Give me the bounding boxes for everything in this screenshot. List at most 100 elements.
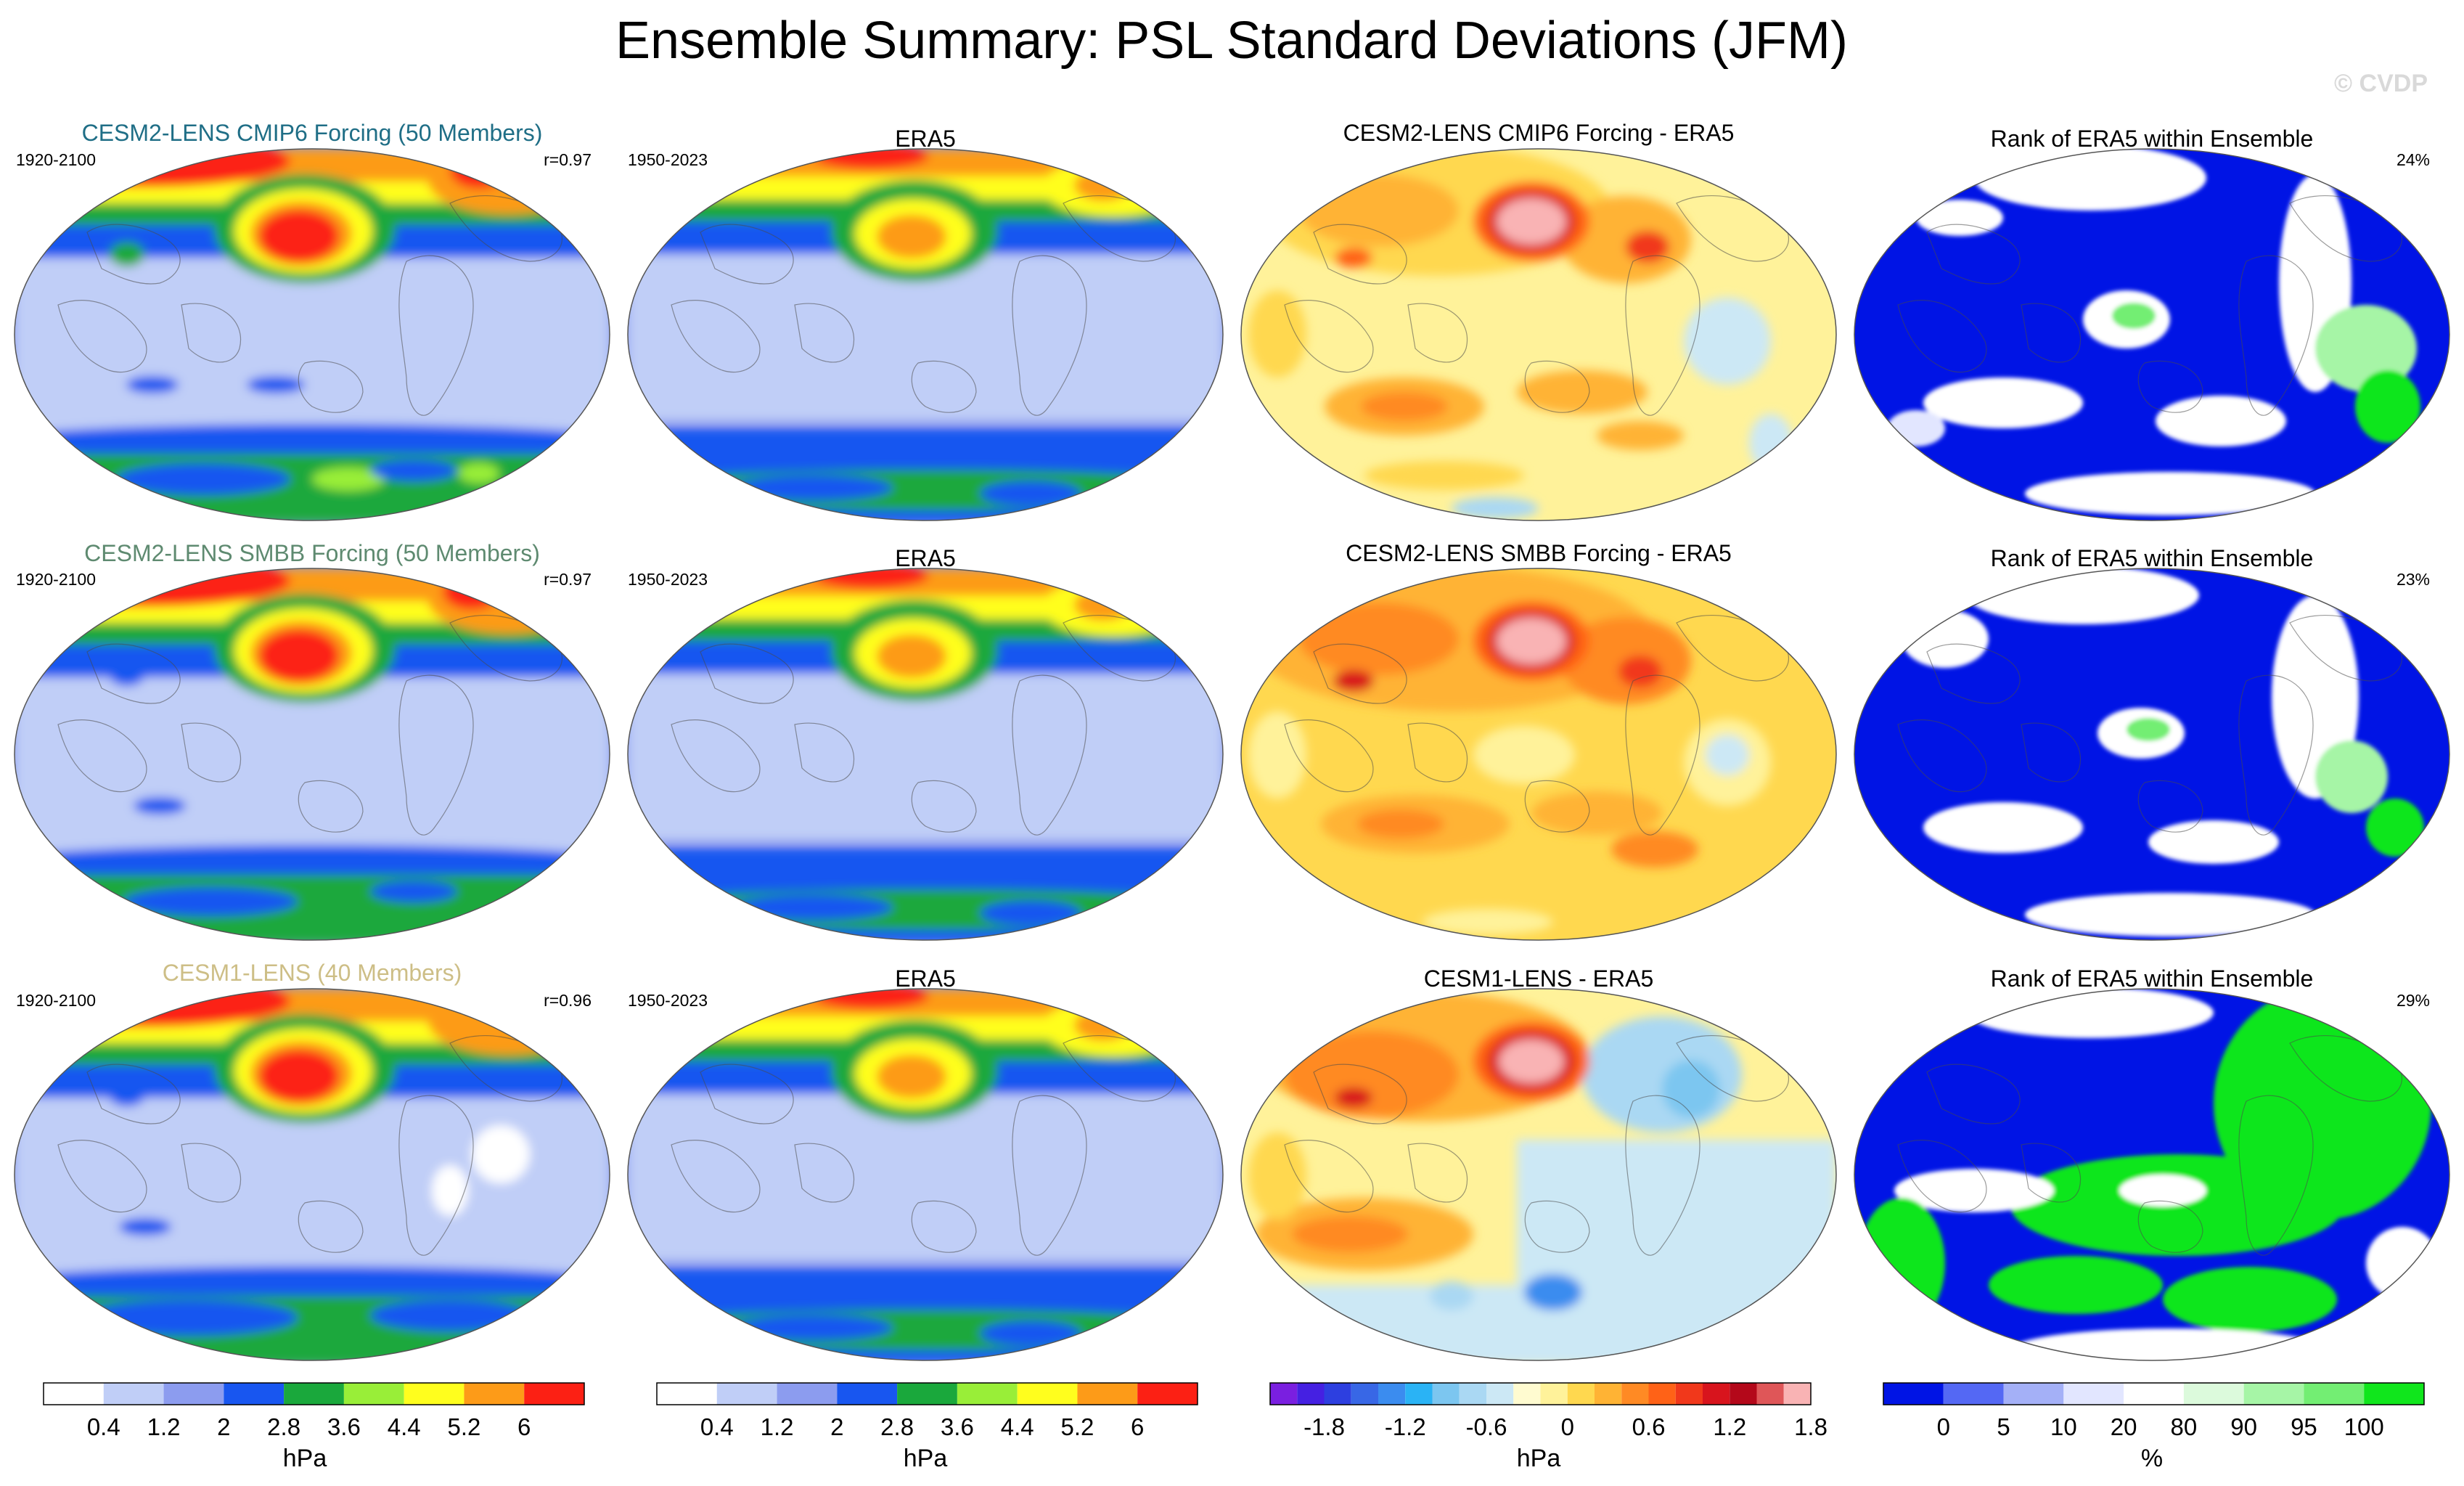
colorbar-1-swatch	[464, 1383, 525, 1405]
coastline-panel	[1284, 615, 1789, 836]
colorbar-2-tick-label: 0.4	[700, 1413, 734, 1440]
coastline-template	[1897, 615, 2402, 836]
row1-rank-map	[1854, 149, 2449, 520]
colorbar-4-swatch	[2063, 1383, 2124, 1405]
row3-rank-title: Rank of ERA5 within Ensemble	[1991, 966, 2314, 992]
colorbar-1-tick-label: 2	[217, 1413, 230, 1440]
colorbar-3-swatch	[1297, 1383, 1325, 1405]
row2-diff-map	[1241, 568, 1836, 940]
colorbar-4-swatch	[2183, 1383, 2244, 1405]
row3-rank-map	[1854, 989, 2449, 1360]
coastline-panel	[57, 615, 562, 836]
row3-diff-map	[1241, 989, 1836, 1360]
colorbar-3-swatch	[1703, 1383, 1730, 1405]
map-outlines	[14, 148, 2450, 1361]
colorbar-2-unit: hPa	[904, 1445, 948, 1472]
colorbar-3-swatch	[1567, 1383, 1595, 1405]
colorbar-4-swatch	[2243, 1383, 2304, 1405]
colorbar-4-swatch	[2124, 1383, 2184, 1405]
colorbar-3-swatch	[1595, 1383, 1622, 1405]
colorbar-3-swatch	[1621, 1383, 1649, 1405]
colorbar-2-tick-label: 2	[830, 1413, 843, 1440]
row3-ensemble-map	[15, 989, 610, 1360]
colorbar-2-swatch	[716, 1383, 777, 1405]
coastline-panel	[57, 195, 562, 416]
colorbar-3-swatch	[1351, 1383, 1378, 1405]
colorbar-1-tick-label: 5.2	[448, 1413, 481, 1440]
colorbar-3-swatch	[1324, 1383, 1351, 1405]
colorbar-3-swatch	[1270, 1383, 1298, 1405]
colorbar-1-swatch	[524, 1383, 584, 1405]
row1-ensemble-title: CESM2-LENS CMIP6 Forcing (50 Members)	[82, 120, 543, 146]
colorbar-3-swatch	[1648, 1383, 1676, 1405]
colorbar-3-tick-label: 1.8	[1794, 1413, 1827, 1440]
colorbar-1-tick-label: 2.8	[267, 1413, 300, 1440]
row3-obs-map	[628, 989, 1223, 1360]
colorbar-4-swatch	[2304, 1383, 2365, 1405]
row1-obs-years: 1950-2023	[628, 150, 708, 169]
colorbar-1-tick-label: 6	[517, 1413, 531, 1440]
colorbar-2-tick-label: 2.8	[880, 1413, 914, 1440]
colorbar-2-border	[656, 1382, 1198, 1405]
colorbar-1-tick-label: 0.4	[87, 1413, 120, 1440]
colorbar-2-swatch	[1137, 1383, 1198, 1405]
colorbar-4-swatch	[1943, 1383, 2004, 1405]
colorbar-4-border	[1883, 1382, 2425, 1405]
colorbar-2-swatch	[777, 1383, 838, 1405]
row2-ensemble-corr: r=0.97	[544, 570, 592, 589]
colorbar-3-swatch	[1513, 1383, 1541, 1405]
colorbar-3-unit: hPa	[1517, 1445, 1561, 1472]
colorbar-2-swatch	[957, 1383, 1018, 1405]
row1-diff-title: CESM2-LENS CMIP6 Forcing - ERA5	[1343, 120, 1735, 146]
row2-obs-years: 1950-2023	[628, 570, 708, 589]
colorbar-4-tick-label: 5	[1997, 1413, 2010, 1440]
colorbar-4-tick-label: 0	[1937, 1413, 1950, 1440]
row1-rank-percent: 24%	[2397, 150, 2430, 169]
coastlines	[57, 195, 2402, 1256]
colorbars: 0.4 1.2 2 2.8 3.6 4.4 5.2 6 0.4 1.2 2 2.8 3.6 4.4 5.2 6…	[43, 1382, 2425, 1440]
colorbar-3-swatch	[1486, 1383, 1514, 1405]
colorbar-4-tick-label: 90	[2230, 1413, 2257, 1440]
colorbar-3-swatch	[1378, 1383, 1406, 1405]
coastline-template	[1897, 1035, 2402, 1256]
row2-diff-title: CESM2-LENS SMBB Forcing - ERA5	[1346, 540, 1732, 566]
row3-obs-title: ERA5	[895, 966, 956, 992]
row3-rank-percent: 29%	[2397, 991, 2430, 1010]
colorbar-3-swatch	[1459, 1383, 1486, 1405]
coastline-template	[1284, 1035, 1789, 1256]
colorbar-2-tick-label: 4.4	[1001, 1413, 1034, 1440]
colorbar-1-swatch	[103, 1383, 164, 1405]
row1-obs-title: ERA5	[895, 126, 956, 152]
row1-obs-map	[628, 149, 1223, 520]
colorbar-3-tick-label: 0	[1561, 1413, 1574, 1440]
figure-title: Ensemble Summary: PSL Standard Deviation…	[615, 12, 1848, 70]
colorbar-labels: hPa hPa hPa %	[283, 1445, 2163, 1472]
colorbar-4-tick-label: 100	[2344, 1413, 2384, 1440]
colorbar-3-tick-label: -1.8	[1303, 1413, 1345, 1440]
coastline-panel	[1284, 195, 1789, 416]
colorbar-3-tick-label: -0.6	[1466, 1413, 1507, 1440]
colorbar-1-unit: hPa	[283, 1445, 327, 1472]
coastline-template	[1897, 195, 2402, 416]
colorbar-1-swatch	[163, 1383, 224, 1405]
cvdp-watermark: © CVDP	[2334, 70, 2428, 97]
colorbar-4-swatch	[2364, 1383, 2424, 1405]
colorbar-4-tick-label: 80	[2171, 1413, 2198, 1440]
coastline-template	[1284, 615, 1789, 836]
colorbar-1-tick-label: 1.2	[147, 1413, 181, 1440]
colorbar-1-swatch	[224, 1383, 285, 1405]
row1-rank-title: Rank of ERA5 within Ensemble	[1991, 126, 2314, 152]
row2-rank-map	[1854, 568, 2449, 940]
coastline-template	[671, 615, 1176, 836]
coastline-panel	[671, 1035, 1176, 1256]
colorbar-4-tick-label: 20	[2111, 1413, 2137, 1440]
coastline-panel	[671, 615, 1176, 836]
colorbar-3-swatch	[1783, 1383, 1811, 1405]
colorbar-1-swatch	[284, 1383, 344, 1405]
colorbar-2-swatch	[897, 1383, 957, 1405]
row2-obs-map	[628, 568, 1223, 940]
row3-ensemble-years: 1920-2100	[16, 991, 96, 1010]
coastline-template	[57, 1035, 562, 1256]
colorbar-3-swatch	[1756, 1383, 1784, 1405]
colorbar-1-tick-label: 3.6	[327, 1413, 361, 1440]
